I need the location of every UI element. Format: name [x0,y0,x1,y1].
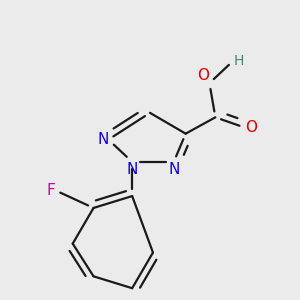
Text: N: N [168,162,179,177]
Text: N: N [127,162,138,177]
Text: O: O [245,120,257,135]
Text: O: O [197,68,209,83]
Text: F: F [46,183,55,198]
Text: H: H [233,54,244,68]
Text: N: N [97,132,108,147]
